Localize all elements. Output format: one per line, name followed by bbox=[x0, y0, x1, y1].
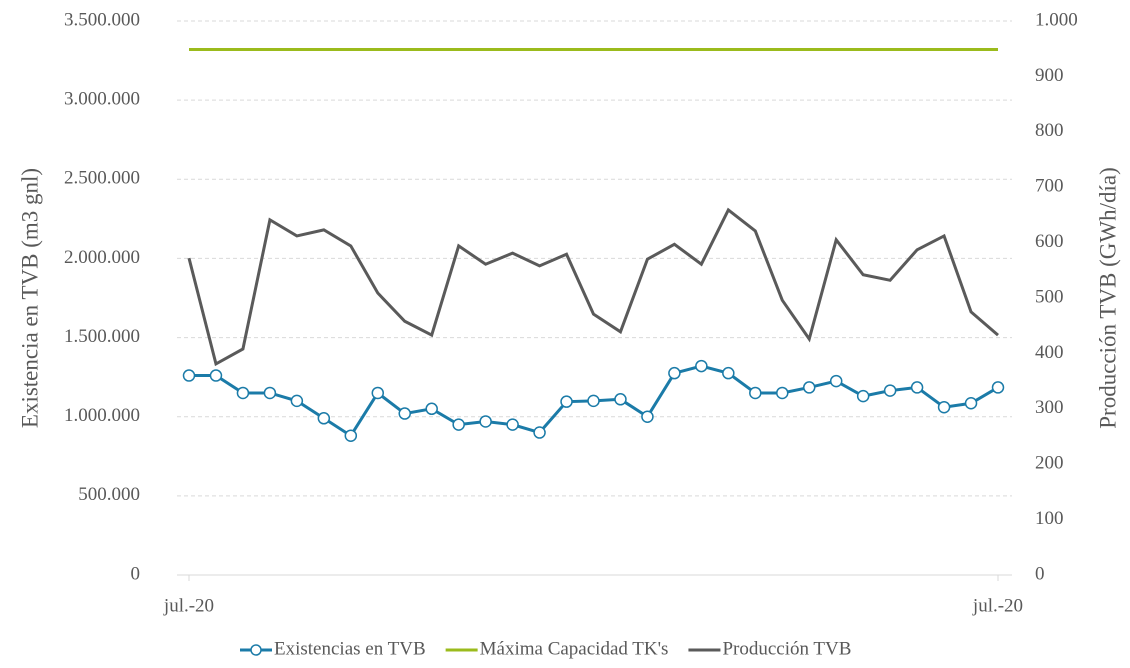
legend-marker bbox=[250, 644, 262, 656]
y-tick-label: 1.500.000 bbox=[64, 326, 140, 347]
point bbox=[209, 369, 223, 382]
point bbox=[614, 393, 627, 406]
point bbox=[398, 407, 411, 420]
point bbox=[776, 386, 789, 400]
point bbox=[695, 359, 708, 373]
point bbox=[641, 410, 654, 423]
point bbox=[856, 389, 870, 403]
y2-tick-label: 900 bbox=[1035, 65, 1064, 86]
y2-tick-label: 100 bbox=[1035, 508, 1064, 529]
y2-tick-label: 200 bbox=[1035, 453, 1064, 474]
point bbox=[829, 374, 843, 388]
y2-tick-label: 0 bbox=[1035, 563, 1045, 584]
y-tick-label: 500.000 bbox=[78, 484, 140, 505]
point bbox=[344, 429, 358, 442]
legend-label: Producción TVB bbox=[722, 638, 851, 659]
y2-axis-label: Producción TVB (GWh/día) bbox=[1095, 167, 1120, 428]
y-tick-label: 3.000.000 bbox=[64, 89, 140, 110]
y2-tick-label: 400 bbox=[1035, 342, 1064, 363]
y-tick-label: 2.000.000 bbox=[64, 247, 140, 268]
y-tick-label: 1.000.000 bbox=[64, 405, 140, 426]
x-tick-label: jul.-20 bbox=[163, 595, 214, 616]
point bbox=[749, 386, 762, 400]
point bbox=[802, 381, 816, 394]
y-tick-label: 0 bbox=[131, 563, 141, 584]
point bbox=[452, 418, 465, 431]
point bbox=[317, 412, 331, 425]
y-tick-label: 3.500.000 bbox=[64, 9, 140, 30]
point bbox=[668, 366, 681, 380]
series-line bbox=[187, 207, 999, 367]
point bbox=[236, 386, 250, 400]
point bbox=[533, 426, 546, 439]
point bbox=[587, 394, 600, 408]
y2-tick-label: 700 bbox=[1035, 176, 1064, 197]
point bbox=[964, 397, 978, 410]
y2-tick-label: 500 bbox=[1035, 286, 1064, 307]
point bbox=[263, 386, 277, 400]
point bbox=[182, 369, 196, 382]
point bbox=[991, 381, 1005, 394]
point bbox=[479, 415, 492, 428]
point bbox=[290, 394, 304, 408]
y2-tick-label: 800 bbox=[1035, 120, 1064, 141]
y-axis-label: Existencia en TVB (m3 gnl) bbox=[17, 168, 42, 428]
point bbox=[910, 381, 924, 394]
y2-tick-label: 300 bbox=[1035, 397, 1064, 418]
point bbox=[560, 395, 573, 408]
legend-label: Máxima Capacidad TK's bbox=[480, 638, 669, 659]
x-tick-label: jul.-20 bbox=[972, 595, 1023, 616]
y2-tick-label: 1.000 bbox=[1035, 9, 1078, 30]
point bbox=[722, 366, 735, 380]
y-tick-label: 2.500.000 bbox=[64, 168, 140, 189]
point bbox=[425, 402, 438, 416]
legend-label: Existencias en TVB bbox=[274, 638, 426, 659]
point bbox=[883, 384, 897, 397]
point bbox=[937, 400, 951, 414]
point bbox=[506, 418, 519, 431]
point bbox=[371, 386, 385, 400]
y2-tick-label: 600 bbox=[1035, 231, 1064, 252]
